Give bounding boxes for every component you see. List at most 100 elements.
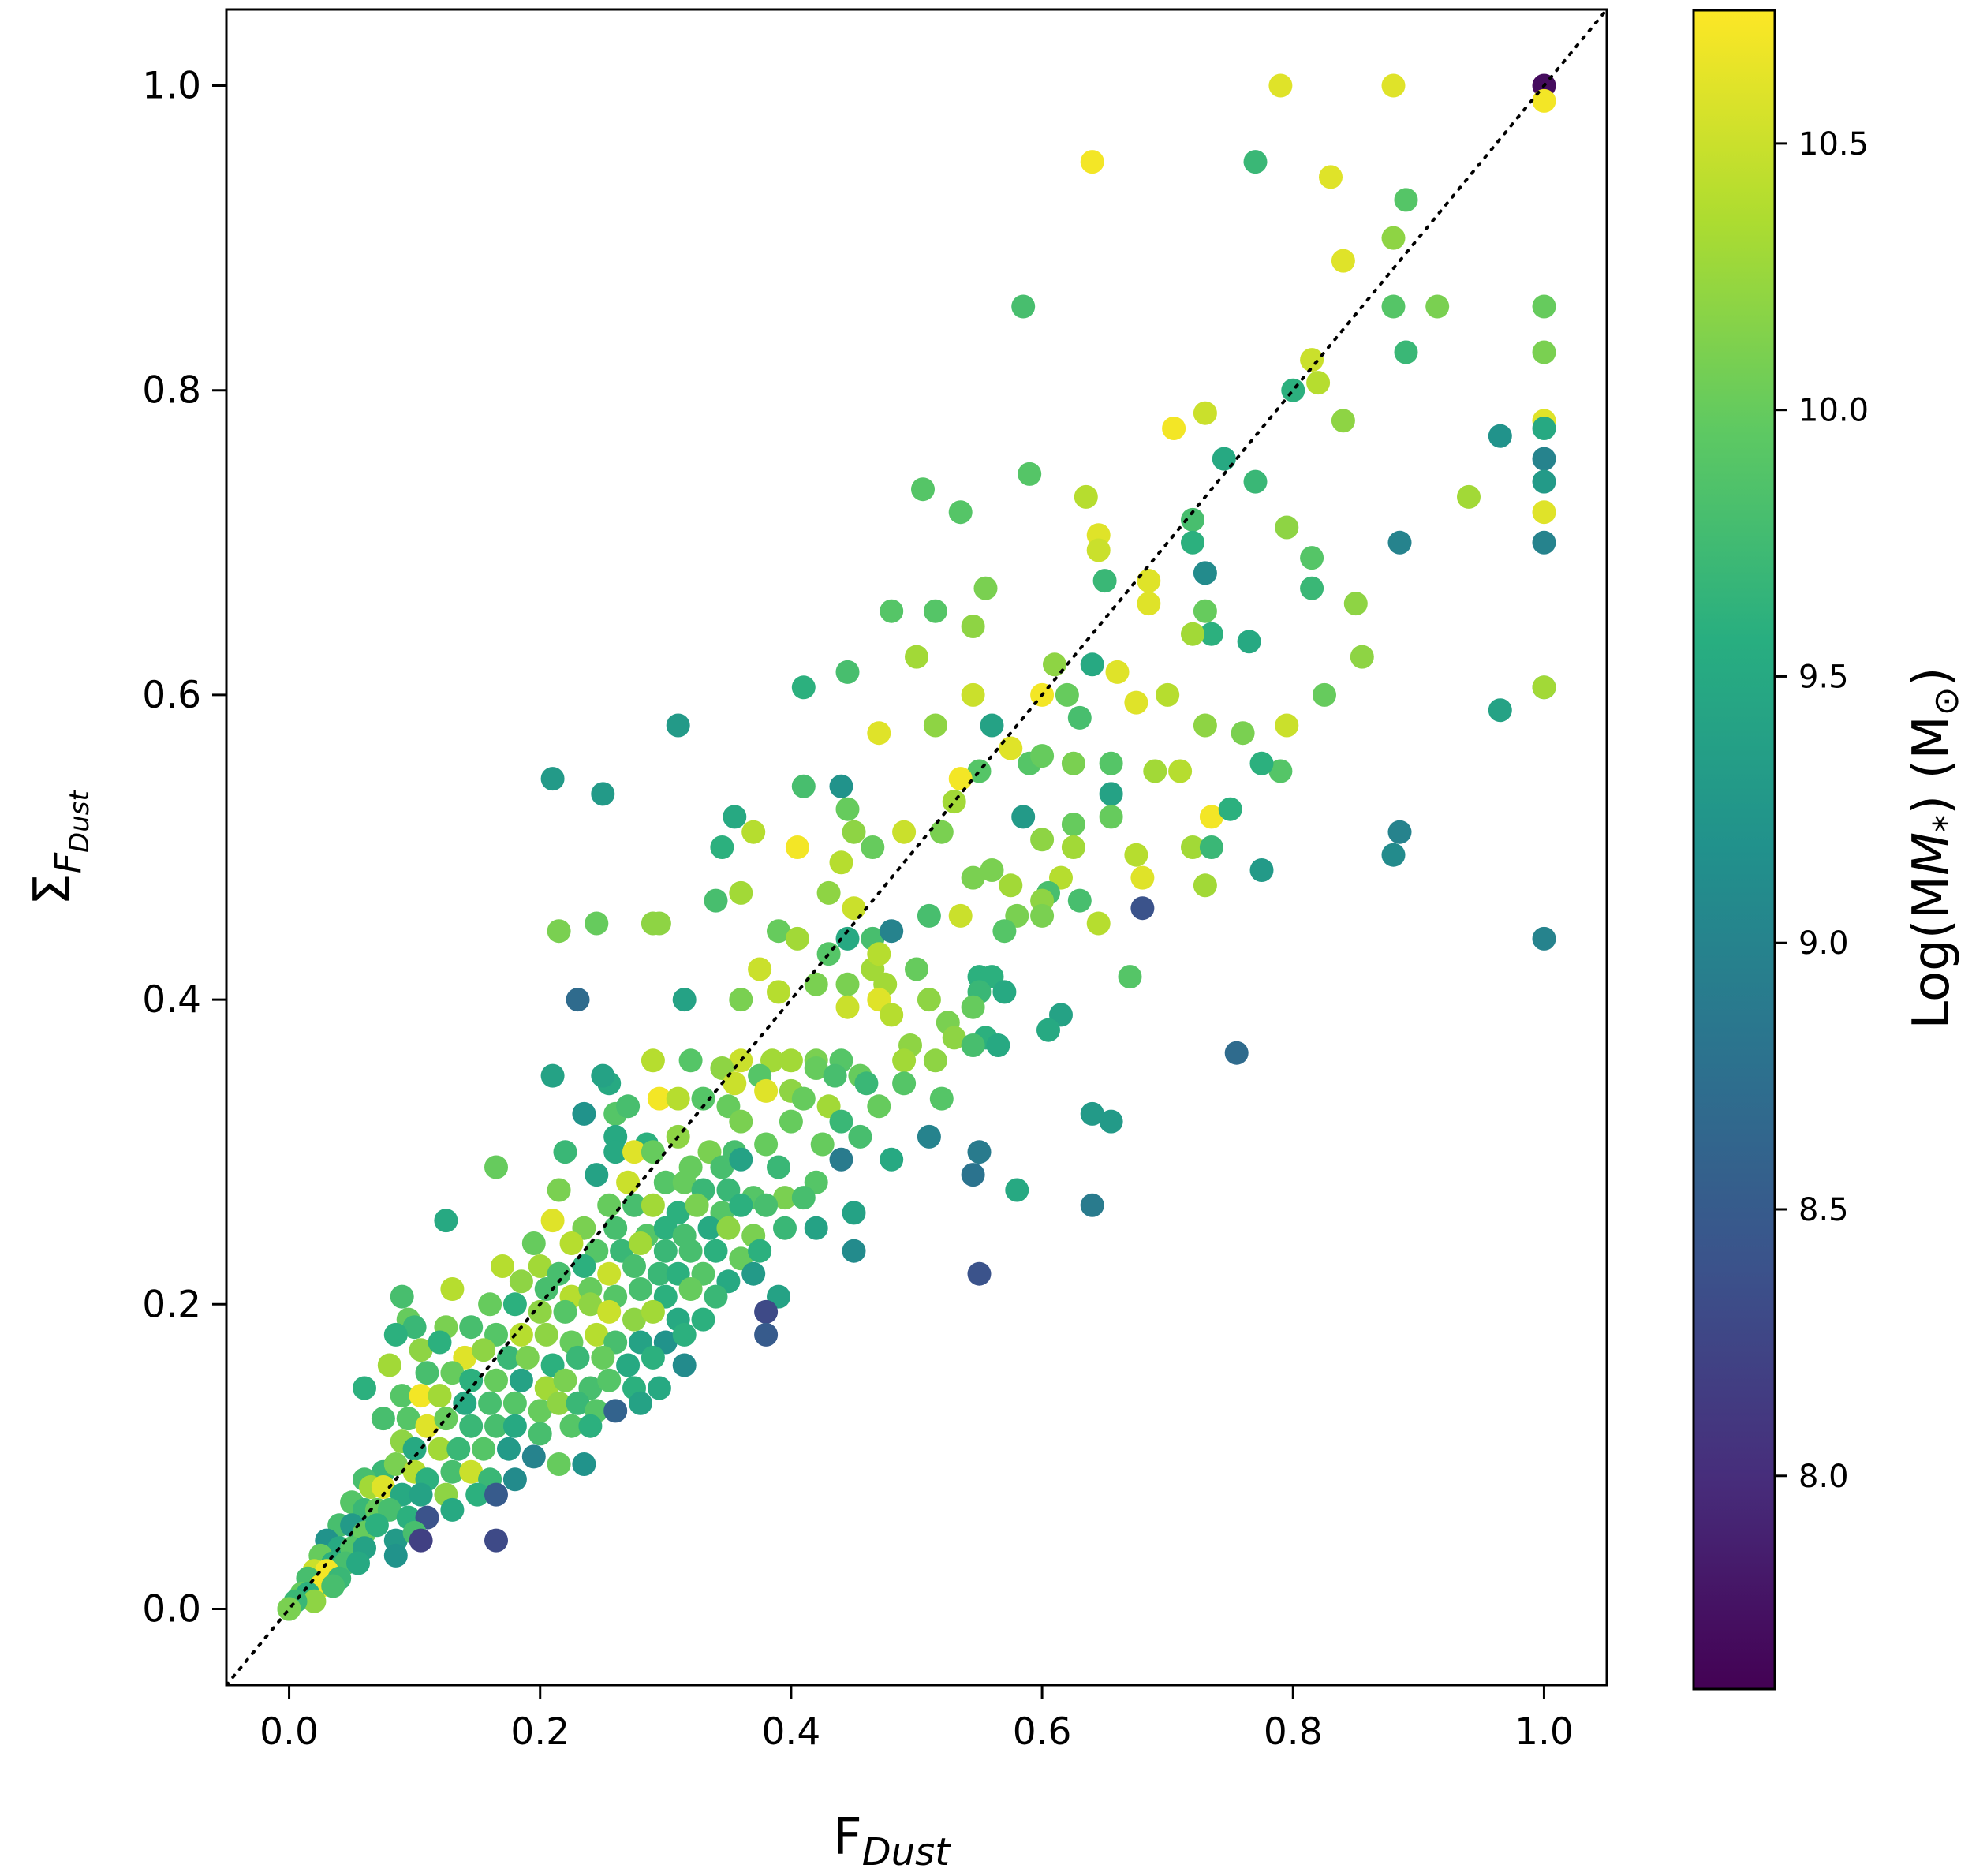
scatter-point bbox=[515, 1345, 540, 1370]
scatter-point bbox=[597, 1368, 622, 1392]
scatter-point bbox=[459, 1368, 484, 1392]
scatter-point bbox=[678, 1239, 703, 1263]
scatter-point bbox=[409, 1338, 433, 1362]
scatter-point bbox=[629, 1231, 652, 1255]
scatter-point bbox=[1105, 660, 1130, 684]
scatter-point bbox=[1306, 371, 1331, 395]
scatter-point bbox=[880, 1003, 904, 1027]
scatter-point bbox=[484, 1368, 508, 1392]
scatter-point bbox=[1275, 713, 1299, 738]
scatter-point bbox=[566, 1391, 590, 1415]
scatter-point bbox=[578, 1414, 603, 1438]
y-tick-label: 0.6 bbox=[142, 674, 201, 717]
scatter-point bbox=[1249, 751, 1274, 775]
scatter-point bbox=[647, 1086, 671, 1111]
scatter-point bbox=[1124, 690, 1148, 715]
scatter-point bbox=[603, 1399, 628, 1423]
scatter-point bbox=[704, 1284, 728, 1309]
scatter-point bbox=[973, 576, 998, 600]
scatter-point bbox=[440, 1277, 465, 1301]
scatter-point bbox=[1193, 561, 1217, 585]
scatter-point bbox=[559, 1414, 584, 1438]
scatter-point bbox=[867, 721, 891, 746]
scatter-point bbox=[653, 1216, 678, 1240]
scatter-point bbox=[967, 1261, 992, 1286]
scatter-point bbox=[641, 1299, 665, 1324]
scatter-point bbox=[905, 957, 928, 981]
scatter-point bbox=[961, 1033, 985, 1057]
scatter-point bbox=[961, 682, 985, 707]
scatter-point bbox=[409, 1384, 433, 1408]
scatter-point bbox=[1193, 713, 1217, 738]
scatter-point bbox=[867, 1094, 891, 1119]
scatter-point bbox=[1011, 294, 1036, 319]
scatter-point bbox=[1381, 843, 1406, 867]
scatter-point bbox=[754, 1078, 779, 1103]
scatter-point bbox=[810, 1132, 835, 1157]
scatter-point bbox=[779, 1048, 803, 1073]
scatter-point bbox=[459, 1459, 484, 1484]
y-tick-label: 1.0 bbox=[142, 65, 201, 108]
scatter-point bbox=[1193, 873, 1217, 898]
scatter-point bbox=[591, 1063, 615, 1088]
scatter-point bbox=[1030, 744, 1055, 768]
scatter-point bbox=[892, 1048, 917, 1073]
scatter-point bbox=[672, 1322, 697, 1347]
scatter-point bbox=[1124, 843, 1148, 867]
scatter-point bbox=[591, 1345, 615, 1370]
scatter-point bbox=[1030, 903, 1055, 928]
scatter-point bbox=[440, 1361, 465, 1385]
scatter-point bbox=[641, 1345, 665, 1370]
y-axis-label: ΣFDust bbox=[24, 789, 95, 905]
scatter-point bbox=[835, 797, 860, 821]
scatter-point bbox=[1532, 530, 1556, 555]
colorbar-tick-label: 10.0 bbox=[1798, 393, 1869, 429]
scatter-point bbox=[835, 660, 860, 684]
scatter-point bbox=[390, 1284, 414, 1309]
scatter-point bbox=[653, 1239, 678, 1263]
scatter-point bbox=[1275, 515, 1299, 540]
scatter-point bbox=[415, 1361, 439, 1385]
scatter-point bbox=[478, 1292, 502, 1317]
scatter-point bbox=[1218, 797, 1242, 821]
scatter-point bbox=[428, 1384, 452, 1408]
scatter-point bbox=[785, 835, 809, 859]
scatter-point bbox=[729, 988, 753, 1012]
scatter-point bbox=[472, 1437, 496, 1461]
scatter-point bbox=[1061, 751, 1085, 775]
scatter-point bbox=[948, 500, 973, 525]
scatter-point bbox=[521, 1444, 546, 1469]
scatter-point bbox=[1231, 721, 1255, 746]
scatter-point bbox=[1343, 592, 1368, 616]
scatter-point bbox=[1243, 469, 1268, 494]
scatter-point bbox=[842, 1201, 866, 1225]
scatter-point bbox=[346, 1551, 370, 1575]
scatter-point bbox=[1212, 447, 1236, 471]
colorbar-tick-label: 10.5 bbox=[1798, 126, 1869, 163]
scatter-point bbox=[364, 1513, 389, 1538]
scatter-point bbox=[767, 919, 790, 944]
scatter-point bbox=[553, 1299, 577, 1324]
scatter-point bbox=[509, 1368, 533, 1392]
scatter-point bbox=[1532, 469, 1556, 494]
scatter-point bbox=[1532, 294, 1556, 319]
scatter-point bbox=[1350, 645, 1374, 669]
scatter-point bbox=[1162, 417, 1186, 440]
scatter-point bbox=[854, 1071, 879, 1096]
scatter-point bbox=[1055, 682, 1079, 707]
scatter-point bbox=[383, 1543, 408, 1568]
scatter-point bbox=[773, 1216, 797, 1240]
scatter-point bbox=[1067, 705, 1092, 730]
scatter-point bbox=[415, 1414, 439, 1438]
scatter-points bbox=[277, 73, 1556, 1621]
scatter-point bbox=[434, 1209, 458, 1233]
scatter-point bbox=[566, 988, 590, 1012]
colorbar-tick-label: 8.0 bbox=[1798, 1459, 1849, 1495]
scatter-point bbox=[804, 1216, 828, 1240]
scatter-point bbox=[835, 926, 860, 951]
scatter-point bbox=[929, 820, 954, 844]
colorbar-ticks: 8.0 8.5 9.0 9.5 10.0 10.5 bbox=[1775, 126, 1869, 1495]
scatter-point bbox=[892, 820, 917, 844]
scatter-point bbox=[641, 1140, 665, 1164]
